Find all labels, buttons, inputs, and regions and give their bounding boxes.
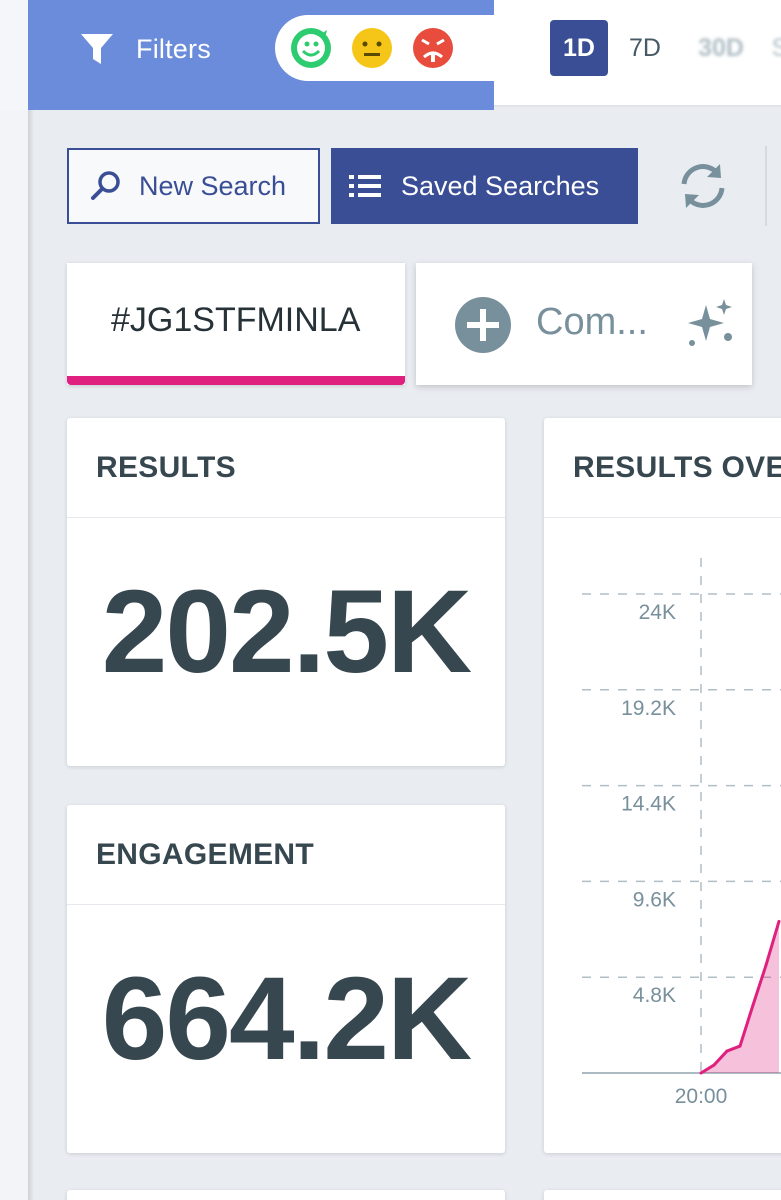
next-chart-card [544, 1190, 781, 1200]
card-divider [67, 904, 505, 905]
time-range-selector: 1D 7D 30D S [494, 0, 781, 107]
search-tab-active[interactable]: #JG1STFMINLA [67, 263, 405, 385]
compare-label: Com... [536, 301, 648, 343]
saved-searches-label: Saved Searches [401, 170, 600, 201]
results-title: RESULTS [96, 451, 236, 484]
engagement-title: ENGAGEMENT [96, 838, 315, 871]
compare-tab[interactable]: Com... [416, 263, 752, 385]
next-card [67, 1190, 505, 1200]
engagement-value: 664.2K [101, 953, 473, 1085]
y-tick-label: 4.8K [633, 984, 676, 1007]
y-tick-label: 9.6K [633, 888, 676, 911]
sentiment-fade [460, 15, 500, 81]
results-card: RESULTS 202.5K [67, 418, 505, 766]
range-7d[interactable]: 7D [629, 33, 661, 62]
data-point [777, 919, 781, 923]
results-area [701, 921, 779, 1073]
x-tick-label: 20:00 [675, 1085, 728, 1108]
data-point [712, 1063, 716, 1067]
data-point [738, 1044, 742, 1048]
y-tick-label: 14.4K [621, 793, 676, 816]
neutral-face-icon[interactable] [350, 26, 394, 70]
sparkle-icon [688, 299, 732, 346]
range-30d[interactable]: 30D [698, 33, 744, 62]
list-icon [349, 175, 381, 197]
search-tab-label: #JG1STFMINLA [111, 301, 361, 339]
data-point [751, 1003, 755, 1007]
card-divider [67, 517, 505, 518]
data-point [764, 963, 768, 967]
chart-title: RESULTS OVER TIME [573, 451, 781, 484]
gutter-shadow [28, 110, 34, 1200]
refresh-icon[interactable] [676, 158, 730, 214]
card-divider [544, 517, 781, 518]
data-point [699, 1071, 703, 1075]
filters-button[interactable]: Filters [80, 30, 211, 68]
saved-searches-button[interactable]: Saved Searches [331, 148, 638, 224]
search-icon [91, 171, 120, 200]
data-point [725, 1049, 729, 1053]
y-tick-label: 19.2K [621, 697, 676, 720]
add-circle-icon [455, 297, 511, 353]
results-value: 202.5K [101, 566, 473, 698]
filters-label: Filters [136, 33, 211, 64]
toolbar-divider [765, 146, 767, 226]
new-search-button[interactable]: New Search [67, 148, 320, 224]
left-gutter [0, 0, 28, 1200]
filter-icon [81, 34, 113, 64]
positive-face-icon[interactable] [289, 26, 333, 70]
active-tab-indicator [67, 376, 405, 385]
results-over-time-card: RESULTS OVER TIME 24K19.2K14.4K9.6K4.8K2… [544, 418, 781, 1153]
range-1d[interactable]: 1D [550, 20, 608, 76]
engagement-card: ENGAGEMENT 664.2K [67, 805, 505, 1153]
y-tick-label: 24K [639, 601, 676, 624]
range-more[interactable]: S [771, 33, 781, 62]
results-over-time-chart: 24K 19.2K 14.4K 9.6K 4.8K 20:00 [582, 558, 781, 1108]
new-search-label: New Search [139, 170, 287, 201]
negative-face-icon[interactable] [411, 26, 455, 70]
